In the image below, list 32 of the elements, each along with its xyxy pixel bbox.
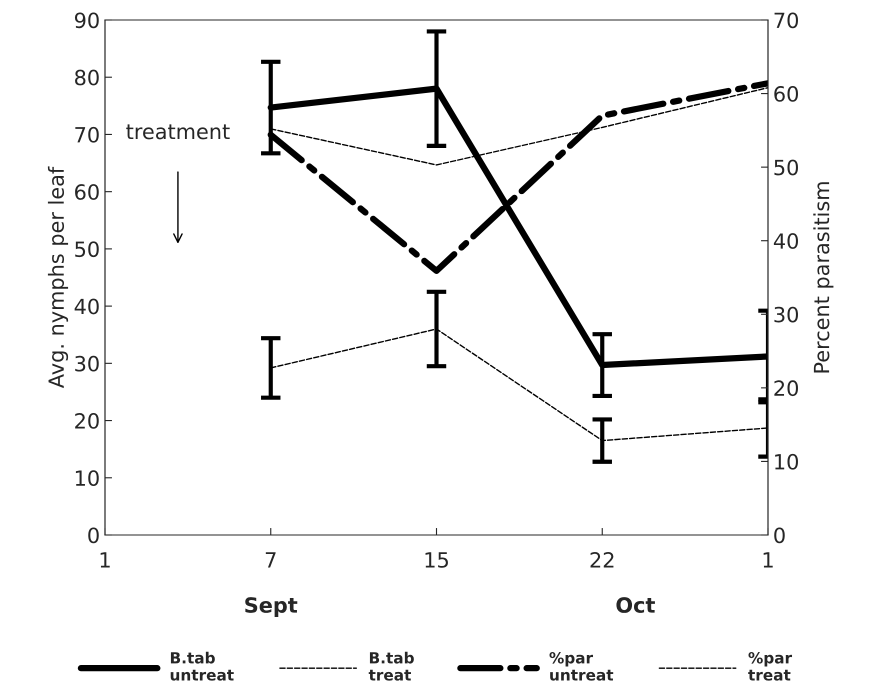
text: Sept xyxy=(245,597,298,617)
x-tick-label: 22 xyxy=(590,552,614,568)
x-tick-label: 15 xyxy=(426,552,448,568)
x-tick-label: 7 xyxy=(266,552,276,568)
y-tick-label: 20 xyxy=(75,413,99,429)
y2-tick-label: 20 xyxy=(774,380,798,396)
y2-axis-title: Percent parasitism xyxy=(813,182,834,372)
y2-tick-label: 30 xyxy=(774,306,798,322)
legend-label: %par treat xyxy=(748,652,792,681)
y2-tick-label: 50 xyxy=(774,160,798,176)
y-tick-label: 90 xyxy=(74,12,99,28)
y2-tick-label: 70 xyxy=(774,12,798,28)
y2-tick-label: 0 xyxy=(774,527,785,544)
y-tick-label: 80 xyxy=(75,70,99,86)
legend-label: B.tab treat xyxy=(368,652,414,681)
y-tick-label: 10 xyxy=(76,470,99,486)
y2-tick-label: 10 xyxy=(775,454,798,470)
y2-tick-label: 40 xyxy=(774,233,798,249)
y2-tick-label: 60 xyxy=(774,86,798,102)
y-tick-label: 60 xyxy=(75,184,99,200)
y-tick-label: 30 xyxy=(75,356,99,372)
y-tick-label: 0 xyxy=(88,527,99,544)
y-axis-title: Avg. nymphs per leaf xyxy=(48,166,68,388)
x-tick-label: 1 xyxy=(764,552,773,568)
text: Oct xyxy=(616,597,655,613)
annotation: treatment xyxy=(126,124,230,140)
y-tick-label: 50 xyxy=(75,241,99,258)
legend-label: B.tab untreat xyxy=(170,652,234,681)
x-tick-label: 1 xyxy=(100,552,110,568)
y-tick-label: 40 xyxy=(74,298,99,314)
y-tick-label: 70 xyxy=(75,126,99,143)
legend-label: %par untreat xyxy=(549,652,614,681)
